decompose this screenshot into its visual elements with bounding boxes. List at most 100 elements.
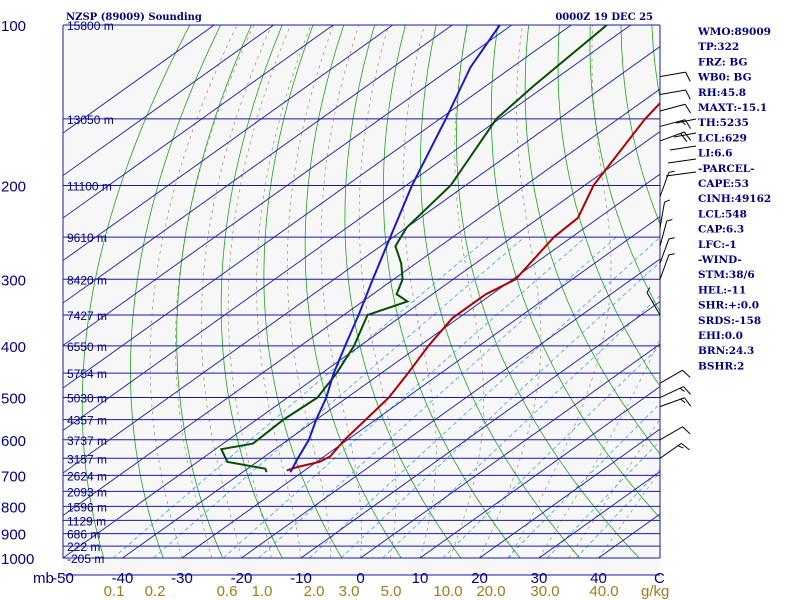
sounding-traces	[219, 25, 660, 473]
chart-title: NZSP (89009) Sounding	[66, 12, 202, 23]
height-label: 6550 m	[67, 340, 107, 354]
mixing-ratio-tick-label: 1.0	[252, 583, 273, 600]
stat-line: CINH:49162	[698, 193, 771, 205]
mixing-ratio-line	[442, 345, 660, 559]
wind-barb-staff	[659, 386, 684, 399]
stat-line: LI:6.6	[698, 148, 732, 160]
temperature-tick-label: 10	[412, 570, 429, 587]
mixing-ratio-line	[382, 295, 660, 559]
parcel-trace	[289, 25, 501, 473]
isotherm	[63, 25, 274, 177]
wind-barbs	[646, 71, 697, 459]
mixing-ratio-tick-label: 0.1	[104, 583, 125, 600]
temperature-tick-label: 0	[356, 570, 364, 587]
dry-adiabat	[775, 25, 800, 558]
height-label: 1596 m	[67, 500, 107, 514]
height-label: 7427 m	[67, 309, 107, 323]
wind-barb	[659, 199, 671, 228]
wind-barb-staff	[659, 254, 670, 280]
wind-barb-staff	[659, 71, 686, 78]
stat-leader-line	[665, 171, 697, 177]
isotherm	[63, 88, 660, 517]
wind-barb-flag	[684, 397, 692, 407]
isotherm	[63, 25, 512, 347]
temperature-tick-label: -20	[231, 570, 253, 587]
temperature-tick-label: -50	[52, 570, 74, 587]
wind-barb-staff	[659, 172, 670, 197]
stat-line: LFC:-1	[698, 239, 737, 251]
wind-barb	[659, 131, 692, 143]
stat-line: RH:45.8	[698, 87, 746, 99]
pressure-tick-label: 200	[1, 178, 26, 195]
isotherm	[63, 25, 215, 134]
isotherm	[63, 25, 453, 304]
wind-barb-flag	[684, 104, 692, 114]
pressure-unit-label: mb	[33, 570, 54, 587]
stat-line: -WIND-	[698, 254, 742, 266]
stat-leader-line	[669, 145, 697, 151]
wind-barb-flag	[668, 237, 675, 240]
isotherm	[63, 46, 660, 474]
height-label: 13050 m	[67, 113, 114, 127]
mixing-ratio-tick-label: 40.0	[589, 583, 618, 600]
temperature-tick-label: -10	[290, 570, 312, 587]
mixing-ratio-line	[223, 236, 586, 559]
temperature-tick-label: -40	[112, 570, 134, 587]
height-label: 8420 m	[67, 273, 107, 287]
height-label: 3737 m	[67, 434, 107, 448]
wind-barb-staff	[659, 238, 670, 264]
height-label: 686 m	[67, 528, 100, 542]
wind-barb-flag	[668, 170, 675, 173]
height-label: 1129 m	[67, 514, 106, 528]
pressure-tick-label: 500	[1, 391, 26, 408]
stat-line: HEL:-11	[698, 284, 746, 296]
height-label: 5754 m	[67, 367, 107, 381]
stat-leader-line	[675, 118, 697, 124]
height-label: 222 m	[67, 540, 100, 554]
mixing-ratio-tick-label: 20.0	[476, 583, 505, 600]
height-label: 2624 m	[67, 469, 107, 483]
isotherm	[181, 216, 660, 559]
height-label: 11100 m	[67, 179, 112, 193]
stat-leader-line	[673, 132, 697, 138]
temperature-tick-label: 30	[531, 570, 548, 587]
temperature-tick-label: 40	[590, 570, 607, 587]
wind-barb-staff	[659, 369, 683, 384]
height-label: 2093 m	[67, 485, 107, 499]
wind-barb-staff	[659, 220, 668, 247]
pressure-tick-label: 900	[1, 527, 26, 544]
wind-barb-staff	[659, 119, 686, 127]
wind-barb-flag	[685, 71, 691, 82]
height-label: 15800 m	[67, 19, 114, 33]
wind-barb-staff	[659, 442, 682, 459]
wind-barb-staff	[659, 426, 683, 441]
chart-time: 0000Z 19 DEC 25	[555, 12, 653, 23]
isotherm	[360, 343, 660, 559]
mixing-ratio-unit-label: g/kg	[641, 583, 669, 600]
wind-barb	[659, 253, 675, 280]
wind-barb-staff	[659, 201, 666, 228]
wind-barb-flag	[680, 398, 686, 404]
pressure-tick-label: 800	[1, 499, 26, 516]
height-label: 4357 m	[67, 414, 107, 428]
mixing-ratio-line	[340, 261, 660, 559]
wind-barb-staff	[659, 103, 686, 112]
stat-line: WMO:89009	[697, 26, 771, 38]
wind-barb-flag	[668, 253, 675, 256]
temperature-tick-label: -30	[171, 570, 193, 587]
stat-line: LCL:548	[698, 208, 747, 220]
stat-line: LCL:629	[698, 132, 747, 144]
isotherms	[63, 25, 660, 559]
mixing-ratio-tick-label: 5.0	[381, 583, 402, 600]
wind-barb-flag	[679, 387, 686, 392]
stat-line: SRDS:-158	[698, 315, 761, 327]
dewpoint-trace	[219, 25, 608, 473]
wind-barb	[659, 442, 690, 459]
stat-line: TP:322	[698, 41, 739, 53]
wind-barb-flag	[682, 426, 691, 435]
stat-line: EHI:0.0	[698, 330, 743, 342]
mixing-ratio-line	[576, 468, 660, 559]
mixing-ratio-tick-label: 0.6	[217, 583, 238, 600]
mixing-ratio-lines	[112, 236, 660, 559]
